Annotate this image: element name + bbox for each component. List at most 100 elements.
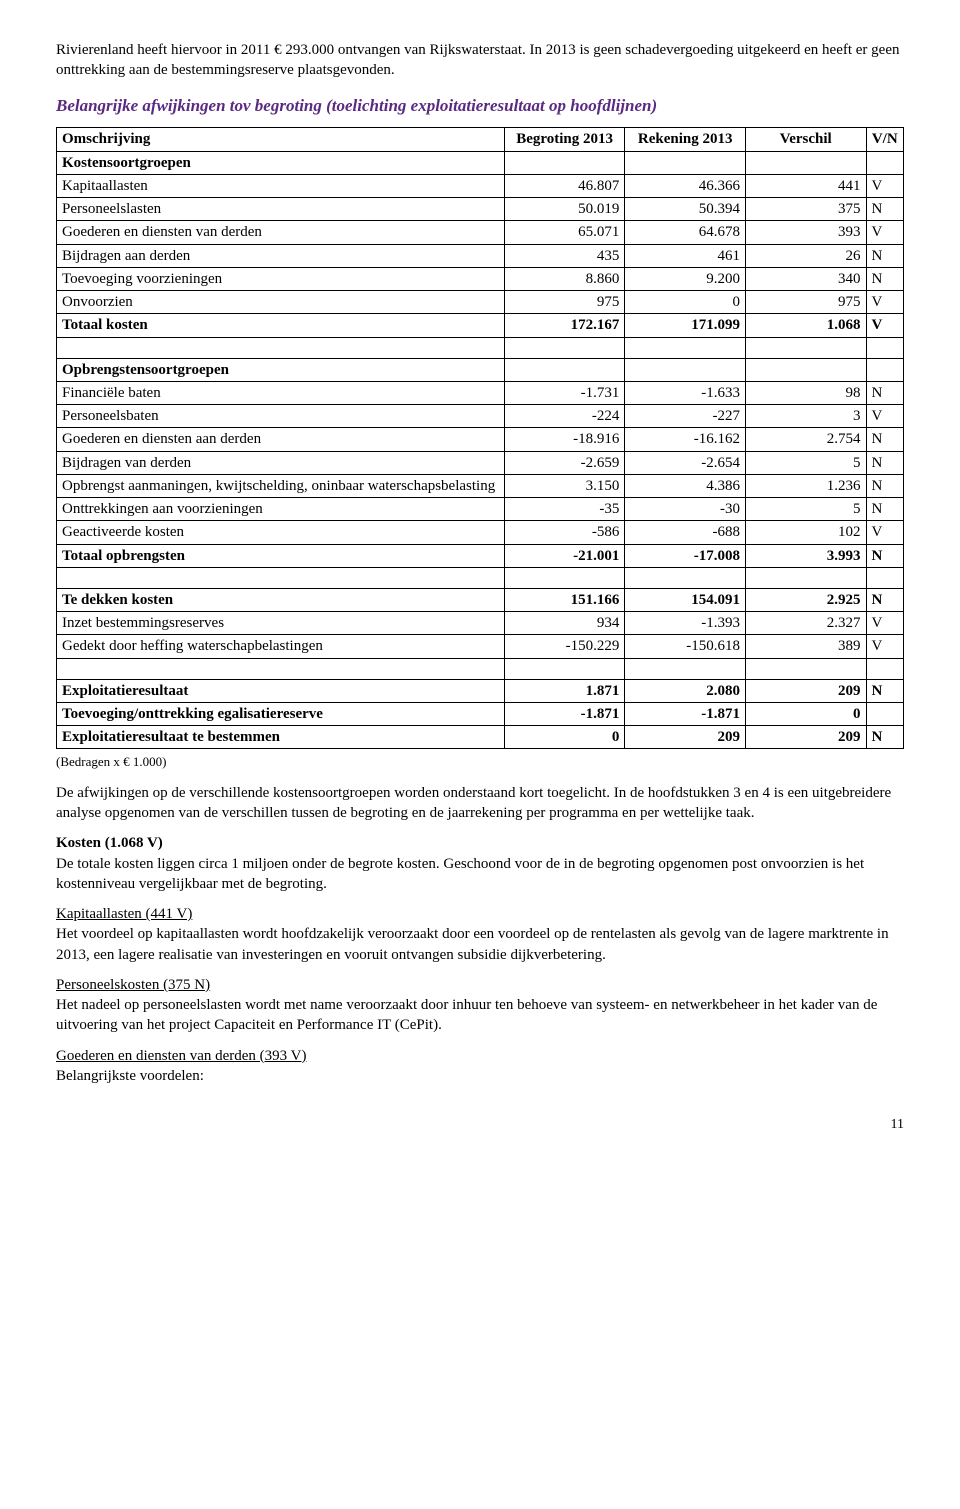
cell-vn: V <box>866 405 903 428</box>
cell-r: -30 <box>625 498 746 521</box>
cell-b: 435 <box>504 244 625 267</box>
cell-vn: V <box>866 314 903 337</box>
cell-label: Opbrengst aanmaningen, kwijtschelding, o… <box>57 474 505 497</box>
cell-label: Toevoeging/onttrekking egalisatiereserve <box>57 702 505 725</box>
group2-total-row: Totaal opbrengsten -21.001 -17.008 3.993… <box>57 544 904 567</box>
cell-v: 340 <box>745 267 866 290</box>
cell-v: 0 <box>745 702 866 725</box>
cell-b: -1.731 <box>504 381 625 404</box>
cell-b: 65.071 <box>504 221 625 244</box>
cell-vn: N <box>866 428 903 451</box>
cell-b: -1.871 <box>504 702 625 725</box>
cell-label: Goederen en diensten aan derden <box>57 428 505 451</box>
table-row: Opbrengst aanmaningen, kwijtschelding, o… <box>57 474 904 497</box>
cell-b: -21.001 <box>504 544 625 567</box>
table-row: Exploitatieresultaat1.8712.080209N <box>57 679 904 702</box>
body-paragraph: De afwijkingen op de verschillende koste… <box>56 783 904 824</box>
table-row: Bijdragen aan derden43546126N <box>57 244 904 267</box>
cell-r: 209 <box>625 726 746 749</box>
cell-vn: N <box>866 198 903 221</box>
blank-row <box>57 337 904 358</box>
cell-v: 5 <box>745 451 866 474</box>
table-row: Inzet bestemmingsreserves934-1.3932.327V <box>57 612 904 635</box>
group1-total-row: Totaal kosten 172.167 171.099 1.068 V <box>57 314 904 337</box>
header-begroting: Begroting 2013 <box>504 128 625 151</box>
cell-vn: N <box>866 588 903 611</box>
cell-vn: V <box>866 174 903 197</box>
header-omschrijving: Omschrijving <box>57 128 505 151</box>
cell-vn: N <box>866 726 903 749</box>
cell-label: Financiële baten <box>57 381 505 404</box>
cell-r: 2.080 <box>625 679 746 702</box>
cell-label: Personeelsbaten <box>57 405 505 428</box>
table-row: Personeelslasten50.01950.394375N <box>57 198 904 221</box>
group1-title: Kostensoortgroepen <box>57 151 505 174</box>
table-row: Bijdragen van derden-2.659-2.6545N <box>57 451 904 474</box>
cell-r: -17.008 <box>625 544 746 567</box>
cell-b: -18.916 <box>504 428 625 451</box>
table-row: Onvoorzien9750975V <box>57 291 904 314</box>
cell-label: Inzet bestemmingsreserves <box>57 612 505 635</box>
cell-vn: N <box>866 679 903 702</box>
table-row: Toevoeging/onttrekking egalisatiereserve… <box>57 702 904 725</box>
cell-label: Kapitaallasten <box>57 174 505 197</box>
table-row: Goederen en diensten van derden65.07164.… <box>57 221 904 244</box>
cell-v: 2.754 <box>745 428 866 451</box>
cell-label: Geactiveerde kosten <box>57 521 505 544</box>
section-heading: Belangrijke afwijkingen tov begroting (t… <box>56 95 904 118</box>
cell-v: 375 <box>745 198 866 221</box>
cell-vn: N <box>866 544 903 567</box>
subheading-personeelskosten: Personeelskosten (375 N)Het nadeel op pe… <box>56 975 904 1036</box>
group-title-row: Opbrengstensoortgroepen <box>57 358 904 381</box>
blank-row <box>57 658 904 679</box>
cell-v: 1.236 <box>745 474 866 497</box>
cell-b: 975 <box>504 291 625 314</box>
cell-r: -1.393 <box>625 612 746 635</box>
cell-b: 3.150 <box>504 474 625 497</box>
cell-vn: N <box>866 498 903 521</box>
cell-label: Bijdragen aan derden <box>57 244 505 267</box>
cell-b: 934 <box>504 612 625 635</box>
cell-label: Exploitatieresultaat te bestemmen <box>57 726 505 749</box>
cell-b: -150.229 <box>504 635 625 658</box>
cell-v: 209 <box>745 679 866 702</box>
cell-r: 461 <box>625 244 746 267</box>
subheading-goederen: Goederen en diensten van derden (393 V)B… <box>56 1046 904 1087</box>
table-row: Geactiveerde kosten-586-688102V <box>57 521 904 544</box>
cell-r: -16.162 <box>625 428 746 451</box>
cell-label: Gedekt door heffing waterschapbelastinge… <box>57 635 505 658</box>
cell-vn: V <box>866 291 903 314</box>
cell-vn: N <box>866 244 903 267</box>
cell-vn: V <box>866 521 903 544</box>
cell-b: 1.871 <box>504 679 625 702</box>
header-verschil: Verschil <box>745 128 866 151</box>
cell-r: 9.200 <box>625 267 746 290</box>
cell-v: 389 <box>745 635 866 658</box>
cell-r: -688 <box>625 521 746 544</box>
cell-v: 2.327 <box>745 612 866 635</box>
cell-v: 393 <box>745 221 866 244</box>
cell-label: Bijdragen van derden <box>57 451 505 474</box>
cell-r: -150.618 <box>625 635 746 658</box>
header-vn: V/N <box>866 128 903 151</box>
intro-paragraph: Rivierenland heeft hiervoor in 2011 € 29… <box>56 40 904 81</box>
cell-label: Onttrekkingen aan voorzieningen <box>57 498 505 521</box>
cell-label: Goederen en diensten van derden <box>57 221 505 244</box>
cell-r: 64.678 <box>625 221 746 244</box>
group2-title: Opbrengstensoortgroepen <box>57 358 505 381</box>
cell-v: 975 <box>745 291 866 314</box>
cell-v: 3.993 <box>745 544 866 567</box>
table-row: Kapitaallasten46.80746.366441V <box>57 174 904 197</box>
table-header-row: Omschrijving Begroting 2013 Rekening 201… <box>57 128 904 151</box>
table-row: Gedekt door heffing waterschapbelastinge… <box>57 635 904 658</box>
cell-r: 50.394 <box>625 198 746 221</box>
cell-b: 151.166 <box>504 588 625 611</box>
cell-r: 171.099 <box>625 314 746 337</box>
cell-b: -2.659 <box>504 451 625 474</box>
cell-label: Totaal opbrengsten <box>57 544 505 567</box>
cell-vn: V <box>866 635 903 658</box>
cell-r: 46.366 <box>625 174 746 197</box>
table-row: Financiële baten-1.731-1.63398N <box>57 381 904 404</box>
cell-vn: N <box>866 451 903 474</box>
subheading-kapitaallasten: Kapitaallasten (441 V)Het voordeel op ka… <box>56 904 904 965</box>
